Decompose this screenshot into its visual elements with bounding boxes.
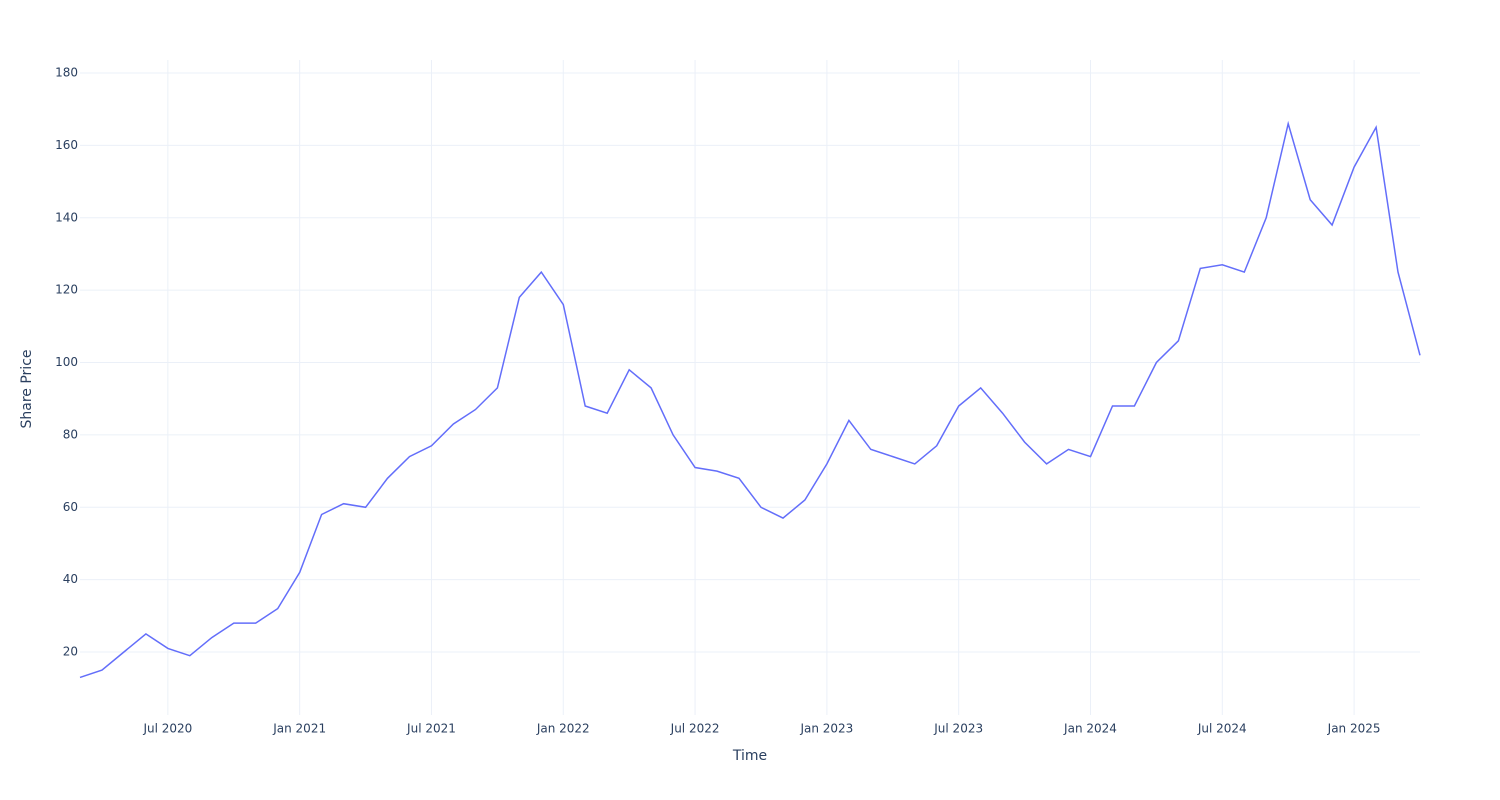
x-tick-label: Jan 2025 xyxy=(1327,722,1381,736)
line xyxy=(79,120,1421,679)
y-tick-label: 20 xyxy=(63,645,78,659)
y-tick-label: 140 xyxy=(55,210,78,224)
x-tick-label: Jul 2023 xyxy=(933,722,983,736)
x-tick-label: Jul 2022 xyxy=(670,722,720,736)
y-tick-label: 80 xyxy=(63,427,78,441)
x-tick-label: Jan 2023 xyxy=(799,722,853,736)
x-tick-label: Jan 2022 xyxy=(536,722,590,736)
x-tick-label: Jul 2024 xyxy=(1197,722,1247,736)
y-tick-label: 180 xyxy=(55,66,78,80)
y-tick-label: 60 xyxy=(63,500,78,514)
x-tick-label: Jul 2020 xyxy=(142,722,192,736)
x-tick-label: Jan 2021 xyxy=(272,722,326,736)
y-tick-label: 120 xyxy=(55,283,78,297)
x-axis-title: Time xyxy=(732,748,767,764)
y-tick-label: 40 xyxy=(63,572,78,586)
x-tick-label: Jan 2024 xyxy=(1063,722,1117,736)
y-tick-label: 100 xyxy=(55,355,78,369)
x-tick-label: Jul 2021 xyxy=(406,722,456,736)
y-axis-title: Share Price xyxy=(19,349,35,428)
y-tick-label: 160 xyxy=(55,138,78,152)
